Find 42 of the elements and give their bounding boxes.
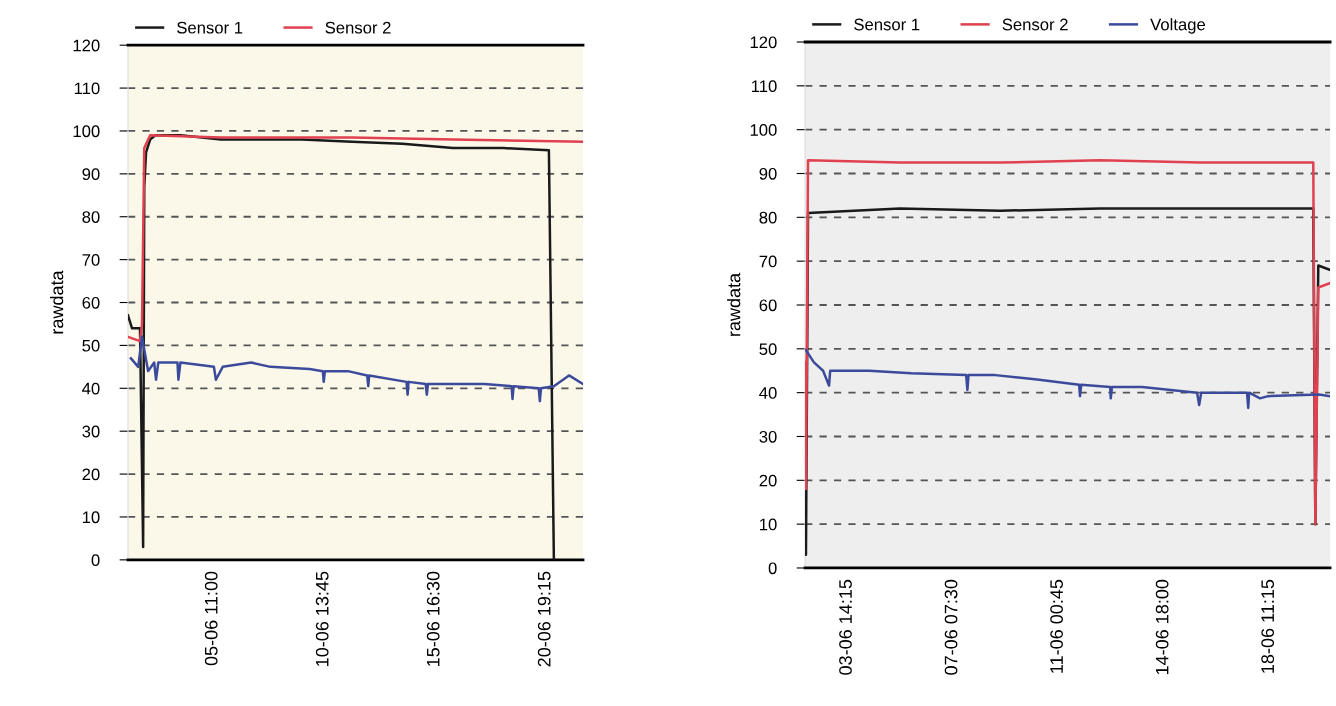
legend-label: Sensor 1 — [854, 18, 920, 31]
y-tick-label: 30 — [82, 425, 100, 438]
x-tick-label: 07-06 07:30 — [944, 579, 958, 675]
y-axis-title: rawdata — [727, 272, 741, 336]
x-tick-label: 05-06 11:00 — [204, 571, 218, 666]
y-tick-label: 30 — [759, 430, 777, 443]
y-axis-title: rawdata — [50, 270, 64, 334]
y-tick-label: 80 — [82, 211, 100, 223]
y-tick-label: 20 — [759, 474, 777, 487]
y-tick-label: 60 — [759, 299, 777, 312]
y-tick-label: 110 — [751, 80, 777, 93]
y-tick-label: 40 — [759, 387, 777, 399]
y-tick-label: 50 — [82, 339, 100, 352]
y-tick-label: 20 — [82, 468, 100, 481]
y-tick-label: 10 — [82, 511, 100, 524]
y-tick-label: 100 — [73, 125, 100, 138]
y-tick-label: 100 — [750, 124, 777, 136]
y-tick-label: 0 — [91, 554, 100, 567]
legend-label: Sensor 2 — [1002, 18, 1068, 31]
x-tick-label: 03-06 14:15 — [839, 579, 852, 675]
legend-label: Sensor 1 — [177, 21, 243, 34]
y-tick-label: 10 — [760, 518, 777, 531]
x-tick-label: 20-06 19:15 — [537, 571, 551, 667]
y-tick-label: 120 — [750, 36, 777, 49]
y-tick-label: 60 — [82, 296, 100, 309]
x-tick-label: 15-06 16:30 — [426, 571, 440, 666]
y-tick-label: 40 — [82, 382, 100, 395]
legend-label: Sensor 2 — [325, 21, 391, 34]
y-tick-label: 110 — [74, 82, 100, 95]
x-tick-label: 18-06 11:15 — [1261, 579, 1275, 673]
y-tick-label: 90 — [82, 168, 100, 181]
y-tick-label: 0 — [768, 562, 777, 575]
y-tick-label: 120 — [73, 39, 100, 52]
y-tick-label: 70 — [82, 254, 100, 266]
x-tick-label: 10-06 13:45 — [315, 571, 329, 666]
y-tick-label: 50 — [759, 343, 777, 356]
y-tick-label: 80 — [759, 211, 777, 224]
y-tick-label: 70 — [759, 255, 777, 268]
x-tick-label: 14-06 18:00 — [1155, 579, 1169, 675]
x-tick-label: 11-06 00:45 — [1050, 579, 1063, 673]
legend-label: Voltage — [1150, 18, 1206, 34]
y-tick-label: 90 — [759, 167, 777, 180]
